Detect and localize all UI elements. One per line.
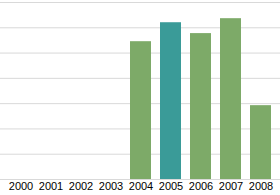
svg-text:2008: 2008: [249, 180, 273, 192]
svg-text:2002: 2002: [69, 180, 93, 192]
svg-text:2005: 2005: [159, 180, 183, 192]
svg-text:2007: 2007: [219, 180, 243, 192]
svg-text:2001: 2001: [39, 180, 63, 192]
svg-text:2003: 2003: [99, 180, 123, 192]
svg-text:2006: 2006: [189, 180, 213, 192]
svg-text:2004: 2004: [129, 180, 153, 192]
svg-text:2000: 2000: [9, 180, 33, 192]
